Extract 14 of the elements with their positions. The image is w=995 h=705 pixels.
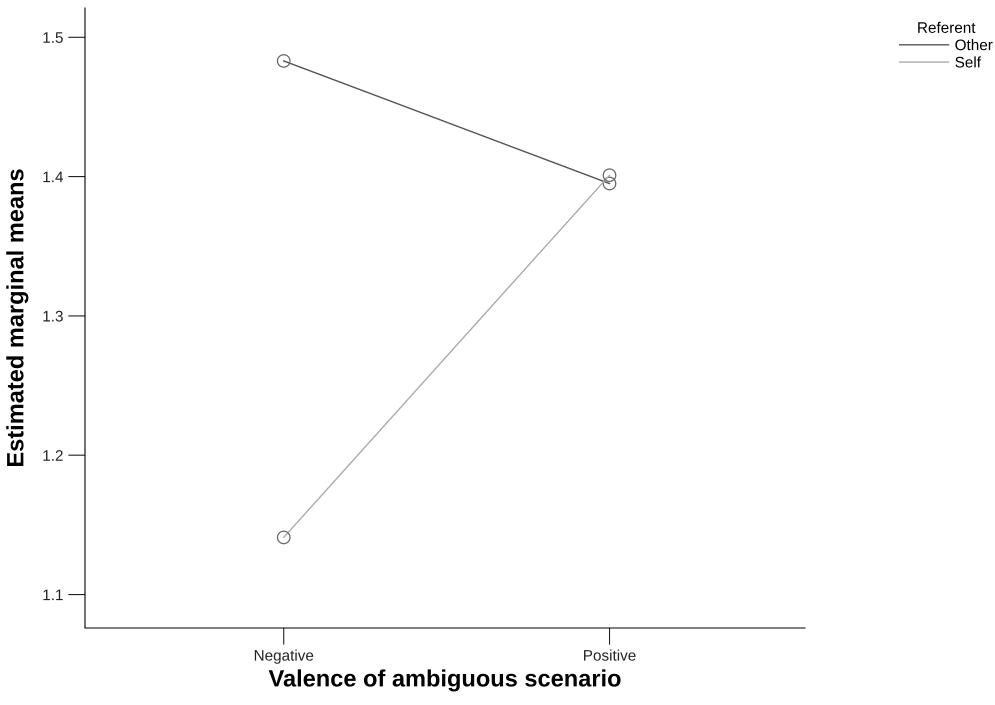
legend-label: Self [955, 56, 981, 68]
y-tick-label: 1.2 [43, 450, 63, 461]
point [276, 54, 291, 68]
y-axis-title: Estimated marginal means [6, 169, 28, 466]
x-tick-label: Positive [584, 650, 636, 661]
legend-label: Other [955, 39, 993, 50]
legend-title: Referent [918, 22, 976, 33]
x-axis-title: Valence of ambiguous scenario [268, 669, 621, 692]
x-tick-label: Negative [254, 650, 314, 664]
point [602, 176, 616, 190]
y-tick-label: 1.1 [43, 590, 63, 600]
y-tick-label: 1.3 [43, 310, 63, 322]
y-tick-label: 1.5 [43, 32, 63, 43]
y-tick-label: 1.4 [43, 172, 64, 182]
